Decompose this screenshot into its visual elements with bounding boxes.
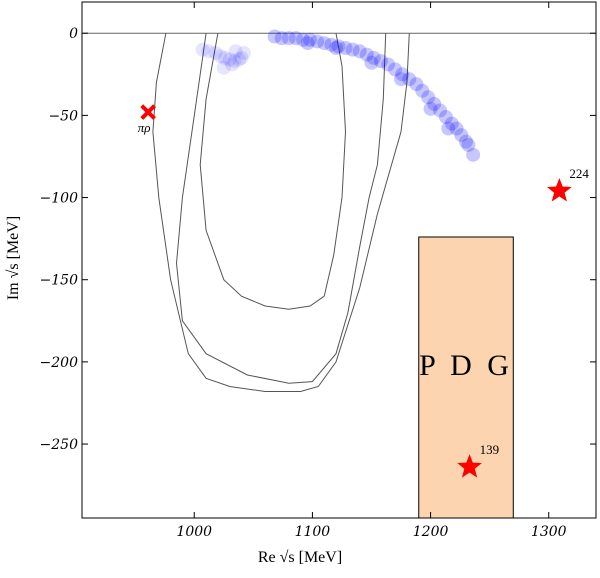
star-label: 224 [569,166,589,181]
pole-point [324,37,339,52]
pole-point [232,52,247,67]
pole-point [454,128,469,143]
pole-point [352,44,367,59]
pole-point [331,39,346,54]
pole-point [433,103,448,118]
pole-point [217,50,232,65]
pole-point [274,31,289,46]
x-axis-label: Re √s [MeV] [258,549,342,566]
contour-3 [199,33,347,310]
pole-point [381,57,396,72]
pole-point [208,45,223,60]
pole-point [201,44,216,59]
pole-point [234,50,249,65]
pole-point [295,32,310,47]
markers: 224 139 πρ [138,104,589,478]
y-tick-label: −250 [40,437,79,453]
pole-point [216,60,231,75]
plot-area [81,1,597,519]
y-tick-label: −200 [40,355,79,371]
pole-point [317,36,332,51]
pole-point [366,50,381,65]
pole-point [228,44,243,59]
pole-point [373,54,388,69]
pole-point [421,90,436,105]
pole-point [213,49,228,64]
pole-point [310,34,325,49]
pole-point [438,110,453,125]
x-tick-label: 1300 [531,524,567,540]
pole-point [388,62,403,77]
pole-point [345,42,360,57]
pole-point [449,121,464,136]
pole-point [459,134,474,149]
pole-point [394,72,409,87]
pole-point [303,32,318,47]
contour-2 [152,33,410,392]
pole-point [329,41,344,56]
pole-point [227,54,242,69]
pole-point [402,72,417,87]
pole-point [427,96,442,111]
cross-marker [140,104,156,120]
pole-point [225,57,240,72]
pole-point [441,121,456,136]
x-tick-label: 1100 [295,524,331,540]
pole-point [338,41,353,56]
x-tick-label: 1000 [176,524,212,540]
y-tick-label: −50 [48,108,78,124]
pole-point [288,31,303,46]
pole-point [364,55,379,70]
pdg-label: P D G [419,349,513,382]
star-marker [457,454,482,478]
pole-band-points [195,29,481,162]
pole-point [461,137,476,152]
pole-point [359,47,374,62]
y-tick-label: −150 [40,273,79,289]
pole-point [222,52,237,67]
pole-point [236,45,251,60]
pole-point [466,147,481,162]
pole-point [415,83,430,98]
pole-point [195,42,210,57]
pole-point [300,36,315,51]
pole-point [281,31,296,46]
y-tick-label: 0 [69,26,78,42]
axis-ticks: 1000 1100 1200 1300 0 −50 −100 −150 −200 −250 [40,2,596,540]
pdg-box-group: P D G [418,236,514,519]
pole-point [409,77,424,92]
y-tick-label: −100 [40,191,79,207]
pole-point [444,116,459,131]
x-tick-label: 1200 [413,524,449,540]
star-label: 139 [480,442,500,457]
star-marker [547,178,572,202]
contours [152,33,410,392]
contour-1 [175,33,387,384]
pole-point [395,67,410,82]
y-axis-label: Im √s [MeV] [5,216,22,300]
pole-point [423,101,438,116]
cross-marker-label: πρ [138,120,151,135]
pole-point [267,29,282,44]
